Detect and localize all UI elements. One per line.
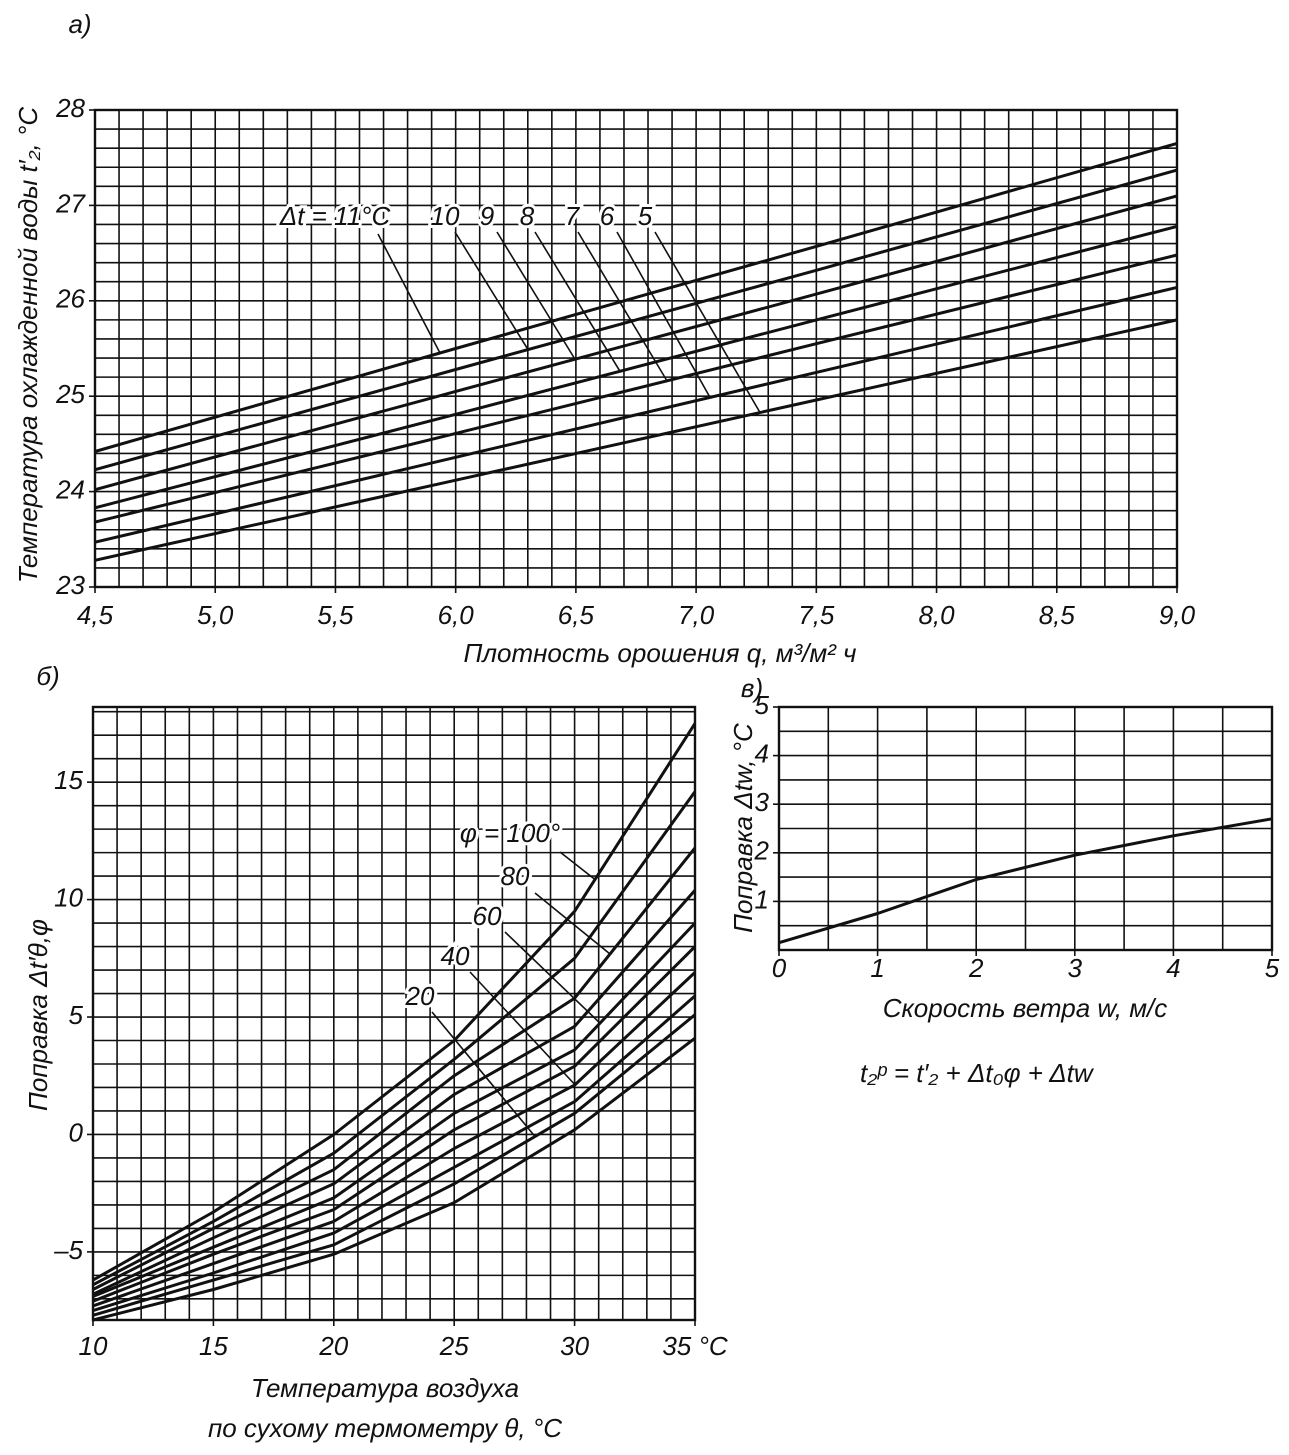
plot-frame — [777, 705, 1274, 952]
y-tick-label: 5 — [69, 1000, 84, 1030]
panel-label: в) — [741, 673, 763, 703]
leader-line — [559, 851, 596, 881]
leader-line — [496, 231, 576, 360]
x-tick-label: 15 — [199, 1331, 228, 1361]
curve-label: φ = 100° — [460, 818, 560, 848]
y-axis-title: Температура охлажденной воды t′₂, °C — [13, 107, 43, 583]
y-axis-title: Поправка Δtw, °C — [728, 723, 758, 933]
y-tick-label: 2 — [754, 836, 770, 866]
y-axis-title: Поправка Δt′θ,φ — [23, 919, 53, 1111]
curve — [92, 889, 697, 1296]
panel-label: б) — [36, 661, 59, 691]
x-tick-label: 5,0 — [197, 600, 234, 630]
y-tick-label: 1 — [755, 884, 769, 914]
x-tick-label: 9,0 — [1159, 600, 1196, 630]
x-tick-label: 2 — [968, 953, 984, 983]
y-tick-label: 4 — [755, 738, 769, 768]
curve — [94, 194, 1178, 492]
x-tick-label: 6,5 — [558, 600, 595, 630]
curve — [92, 945, 697, 1303]
leader-line — [534, 892, 611, 955]
y-tick-label: –5 — [53, 1235, 83, 1265]
x-axis-title: Температура воздуха — [251, 1373, 519, 1403]
curve — [94, 168, 1178, 472]
leader-line — [377, 233, 441, 354]
x-tick-label: 6,0 — [438, 600, 475, 630]
plot-frame — [91, 705, 697, 1322]
curve-label: 8 — [520, 201, 535, 231]
curve-label: 60 — [473, 901, 502, 931]
x-tick-label: 8,5 — [1039, 600, 1076, 630]
curve-label: 80 — [501, 861, 530, 891]
y-tick-label: 15 — [54, 765, 83, 795]
x-tick-label: 25 — [439, 1331, 469, 1361]
y-tick-label: 26 — [55, 284, 85, 314]
x-tick-label: 4,5 — [77, 600, 114, 630]
x-tick-label: 4 — [1166, 953, 1180, 983]
x-tick-label: 1 — [870, 953, 884, 983]
curve — [94, 141, 1178, 453]
x-axis-title: Скорость ветра w, м/с — [883, 993, 1168, 1023]
x-tick-label: 7,5 — [798, 600, 835, 630]
leader-line — [454, 231, 529, 351]
curve — [94, 285, 1178, 544]
y-tick-label: 28 — [55, 93, 85, 123]
x-tick-label: 7,0 — [678, 600, 715, 630]
leader-line — [616, 231, 711, 398]
curve — [92, 846, 697, 1291]
y-tick-label: 23 — [55, 570, 85, 600]
curve-label: 40 — [441, 941, 470, 971]
y-tick-label: 27 — [55, 188, 86, 218]
leader-line — [654, 231, 761, 413]
curve — [92, 994, 696, 1313]
x-tick-label: 5,5 — [317, 600, 354, 630]
curve — [92, 722, 697, 1282]
leader-line — [469, 971, 576, 1086]
x-tick-label: 10 — [79, 1331, 108, 1361]
curve — [92, 1013, 696, 1317]
x-tick-label: 8,0 — [918, 600, 955, 630]
y-tick-label: 25 — [55, 379, 85, 409]
x-axis-title: по сухому термометру θ, °C — [208, 1413, 562, 1443]
curve — [94, 318, 1178, 562]
curve-label: Δt = 11°C — [279, 201, 391, 231]
curve-label: 10 — [431, 201, 460, 231]
curve — [92, 1037, 696, 1322]
x-tick-label: 20 — [318, 1331, 348, 1361]
curve — [92, 971, 697, 1308]
curve — [94, 224, 1178, 510]
curve — [92, 922, 697, 1298]
leader-line — [431, 1011, 536, 1138]
curve-label: 6 — [600, 201, 615, 231]
x-tick-label: 30 — [560, 1331, 589, 1361]
curve-label: 20 — [405, 981, 435, 1011]
curve — [778, 817, 1273, 945]
x-tick-label: 0 — [772, 953, 787, 983]
curve-label: 5 — [638, 201, 653, 231]
leader-line — [577, 231, 668, 382]
y-tick-label: 10 — [54, 882, 83, 912]
x-tick-label: 3 — [1068, 953, 1083, 983]
y-tick-label: 0 — [69, 1117, 84, 1147]
y-tick-label: 5 — [755, 690, 770, 720]
leader-line — [534, 231, 621, 372]
panel-label: а) — [68, 9, 91, 39]
curve-label: 9 — [480, 201, 494, 231]
x-axis-title: Плотность орошения q, м³/м² ч — [463, 638, 856, 668]
curve-label: 7 — [565, 201, 581, 231]
plot-frame — [93, 108, 1179, 589]
y-tick-label: 3 — [755, 787, 770, 817]
y-tick-label: 24 — [55, 474, 85, 504]
x-tick-label: 35 °C — [662, 1331, 728, 1361]
x-tick-label: 5 — [1265, 953, 1280, 983]
leader-line — [504, 931, 601, 1024]
curve — [92, 790, 697, 1287]
formula: t₂ᵖ = t′₂ + Δt₀φ + Δtw — [860, 1058, 1095, 1088]
curve — [94, 253, 1178, 524]
